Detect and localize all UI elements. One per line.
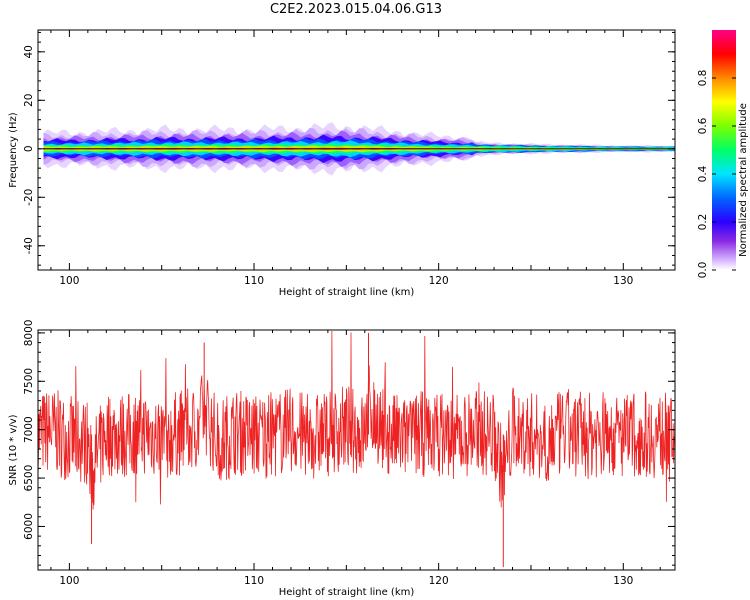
colorbar-tick-label: 0.2 (697, 214, 709, 231)
colorbar-gradient (712, 30, 736, 270)
top-ytick-label: -40 (23, 237, 35, 254)
colorbar-tick-label: 0.0 (697, 262, 709, 279)
spectrogram-band (43, 122, 675, 176)
colorbar-label: Normalized spectral amplitude (738, 103, 749, 257)
snr-line (38, 330, 675, 510)
top-ytick-label: 20 (23, 94, 35, 107)
bot-ytick-label: 6000 (23, 513, 35, 540)
spectrogram-plot: 100 110 120 130 -40 -20 0 20 40 Height of straigh… (8, 29, 676, 298)
colorbar-tick-label: 0.8 (697, 70, 709, 87)
page-title: C2E2.2023.015.04.06.G13 (269, 2, 443, 17)
bot-ytick-label: 7500 (23, 368, 35, 395)
bot-xtick-label: 100 (59, 575, 79, 587)
top-xtick-label: 130 (613, 275, 633, 287)
top-xtick-label: 100 (59, 275, 79, 287)
top-xlabel: Height of straight line (km) (279, 287, 415, 298)
snr-plot: 100 110 120 130 6000 6500 7000 7500 8000 Height o… (8, 320, 676, 598)
bot-xtick-label: 120 (429, 575, 449, 587)
colorbar-tick-label: 0.6 (697, 117, 709, 134)
top-ytick-label: 0 (23, 145, 35, 152)
bot-ytick-label: 8000 (23, 320, 35, 347)
top-xtick-label: 120 (429, 275, 449, 287)
colorbar-tick-label: 0.4 (697, 165, 709, 182)
top-frame (37, 29, 676, 271)
bot-xtick-label: 130 (613, 575, 633, 587)
top-xtick-label: 110 (244, 275, 264, 287)
bot-xlabel: Height of straight line (km) (279, 587, 415, 598)
top-ylabel: Frequency (Hz) (8, 112, 19, 188)
bot-frame (37, 329, 676, 571)
snr-series-group (38, 330, 675, 568)
top-ytick-label: 40 (23, 45, 35, 58)
top-ytick-label: -20 (23, 189, 35, 206)
colorbar: 0.0 0.2 0.4 0.6 0.8 Normalized spectral ampli… (697, 30, 749, 278)
bot-ytick-label: 7000 (23, 416, 35, 443)
bot-ytick-label: 6500 (23, 465, 35, 492)
bot-xtick-label: 110 (244, 575, 264, 587)
bot-ylabel: SNR (10 * v/v) (8, 414, 19, 485)
